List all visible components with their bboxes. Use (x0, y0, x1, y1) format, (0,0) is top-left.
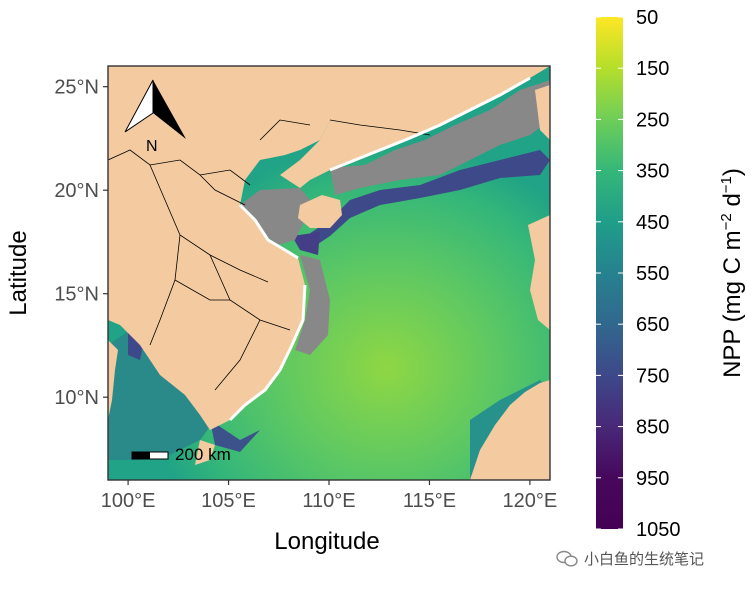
watermark: 小白鱼的生统笔记 (556, 548, 704, 569)
colorbar-tick-label: 350 (636, 161, 669, 183)
x-axis-ticks: 100°E 105°E 110°E 115°E 120°E (101, 480, 558, 512)
x-axis-title: Longitude (274, 528, 379, 555)
no-data-region-tonkin (240, 188, 310, 245)
map-panel: N 200 km (108, 66, 550, 480)
land-cambodia-tip (195, 440, 215, 465)
x-tick-label: 110°E (302, 490, 355, 512)
scale-bar-label: 200 km (175, 445, 231, 464)
north-arrow-icon: N (124, 79, 186, 155)
x-tick-label: 120°E (503, 490, 558, 512)
x-tick-label: 115°E (403, 490, 456, 512)
land-malay-peninsula (108, 340, 118, 420)
land-hainan (298, 195, 342, 228)
land-indochina (108, 66, 330, 430)
land-taiwan (535, 85, 550, 140)
x-tick-label: 100°E (101, 490, 156, 512)
coastal-high-npp-north (300, 150, 550, 248)
country-borders (108, 119, 431, 391)
watermark-text: 小白鱼的生统笔记 (584, 550, 705, 568)
colorbar-tick-label: 150 (636, 58, 669, 80)
coastal-high-npp-mekong (210, 420, 260, 452)
colorbar-tick-label: 650 (636, 314, 669, 336)
colorbar-tick-label: 1050 (636, 519, 681, 541)
colorbar-tick-label: 550 (636, 263, 669, 285)
y-axis-ticks: 10°N 15°N 20°N 25°N (54, 77, 108, 409)
no-data-region-northeast (330, 80, 550, 195)
colorbar-tick-label: 250 (636, 109, 669, 131)
y-tick-label: 25°N (54, 77, 99, 99)
colorbar-tick-label: 450 (636, 212, 669, 234)
scale-bar: 200 km (131, 445, 231, 464)
y-tick-label: 20°N (54, 180, 99, 202)
no-data-region-vietnam-coast (295, 255, 330, 355)
land-south-china (280, 66, 550, 188)
y-tick-label: 15°N (54, 284, 99, 306)
land-borneo (470, 380, 550, 480)
colorbar-tick-label: 850 (636, 417, 669, 439)
wechat-icon (556, 550, 578, 567)
colorbar-tick-label: 750 (636, 365, 669, 387)
colorbar-tick-label: 50 (636, 7, 658, 29)
y-axis-title: Latitude (5, 230, 32, 315)
coastal-high-npp-vietnam (292, 232, 320, 255)
y-tick-label: 10°N (54, 387, 99, 409)
north-label: N (146, 138, 158, 155)
coastline-halo (228, 76, 531, 422)
gulf-thailand-npp (108, 330, 215, 460)
colorbar-title: NPP (mg C m−2 d−1) (718, 168, 746, 378)
colorbar-ticks: 50 150 250 350 450 550 650 750 850 950 1050 (596, 7, 681, 541)
colorbar-tick-label: 950 (636, 468, 669, 490)
x-tick-label: 105°E (201, 490, 256, 512)
land-luzon (528, 215, 550, 330)
